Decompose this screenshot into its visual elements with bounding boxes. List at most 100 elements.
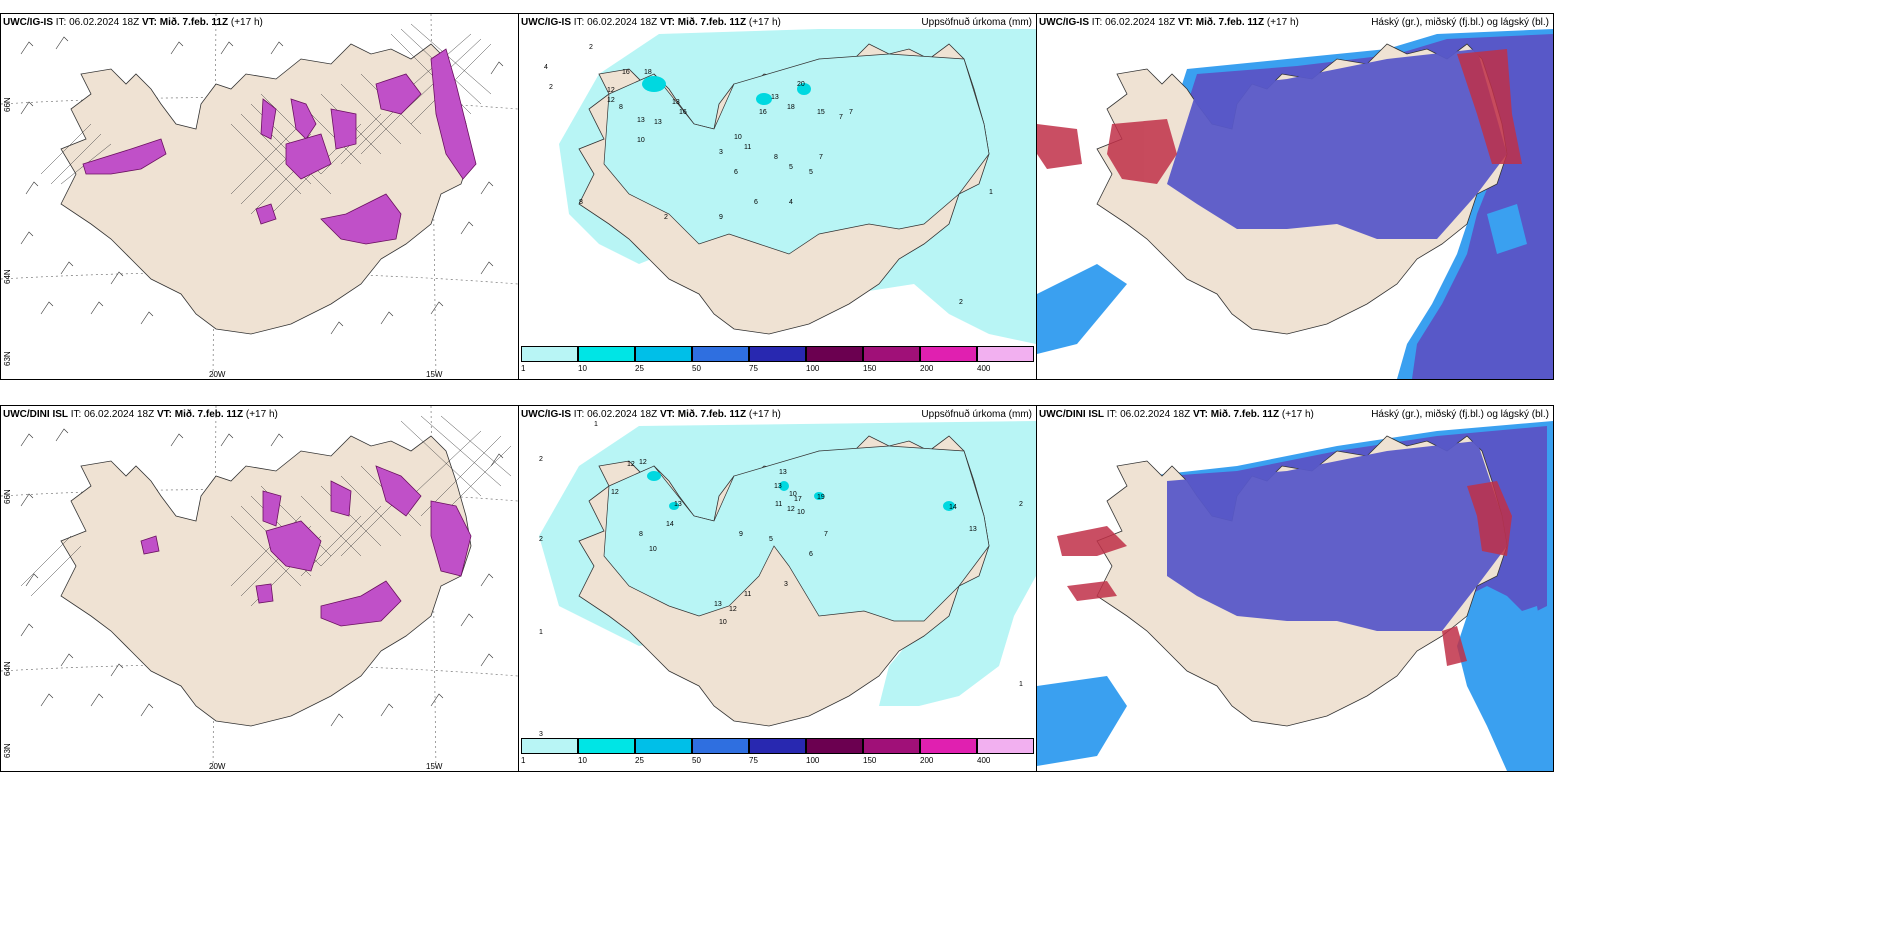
- wind-panel-bottom: UWC/DINI ISL IT: 06.02.2024 18Z VT: Mið.…: [0, 405, 519, 772]
- svg-text:8: 8: [639, 531, 643, 538]
- svg-text:10: 10: [649, 546, 657, 553]
- lat-label: 66N: [3, 97, 12, 112]
- high-cloud-over-land: [1167, 49, 1507, 239]
- colorbar-label: 200: [920, 364, 934, 373]
- lon-label: 15W: [426, 762, 443, 771]
- colorbar-swatch: [521, 346, 578, 362]
- precip-heavy: [647, 471, 955, 511]
- panel-title: UWC/DINI ISL IT: 06.02.2024 18Z VT: Mið.…: [3, 409, 278, 420]
- svg-text:8: 8: [579, 199, 583, 206]
- svg-text:8: 8: [774, 154, 778, 161]
- colorbar-swatch: [977, 738, 1034, 754]
- panel-variable-title: Háský (gr.), miðský (fj.bl.) og lágský (…: [1371, 17, 1549, 28]
- svg-text:19: 19: [817, 494, 825, 501]
- model-name: UWC/IG-IS: [3, 17, 53, 28]
- svg-text:12: 12: [607, 87, 615, 94]
- colorbar-label: 75: [749, 756, 758, 765]
- snow-hatch: [40, 23, 492, 225]
- panel-title: UWC/IG-IS IT: 06.02.2024 18Z VT: Mið. 7.…: [521, 17, 781, 28]
- colorbar-label: 50: [692, 756, 701, 765]
- svg-text:13: 13: [714, 601, 722, 608]
- valid-time: Mið. 7.feb. 11Z: [1210, 409, 1280, 420]
- valid-time: Mið. 7.feb. 11Z: [677, 17, 747, 28]
- svg-text:5: 5: [769, 536, 773, 543]
- colorbar-swatch: [578, 738, 635, 754]
- svg-text:4: 4: [544, 64, 548, 71]
- panel-title: UWC/IG-IS IT: 06.02.2024 18Z VT: Mið. 7.…: [3, 17, 263, 28]
- svg-text:6: 6: [754, 199, 758, 206]
- lat-label: 64N: [3, 269, 12, 284]
- colorbar-swatch: [863, 738, 920, 754]
- svg-text:2: 2: [539, 456, 543, 463]
- precip-panel-top: UWC/IG-IS IT: 06.02.2024 18Z VT: Mið. 7.…: [518, 13, 1037, 380]
- svg-text:12: 12: [729, 606, 737, 613]
- svg-text:11: 11: [775, 501, 782, 508]
- svg-text:9: 9: [739, 531, 743, 538]
- wind-barbs: [20, 36, 504, 335]
- colorbar-label: 75: [749, 364, 758, 373]
- svg-text:10: 10: [789, 491, 797, 498]
- svg-text:13: 13: [654, 119, 662, 126]
- wind-barbs: [20, 428, 504, 727]
- colorbar-swatch: [692, 738, 749, 754]
- colorbar-swatch: [806, 346, 863, 362]
- init-time: 06.02.2024 18Z: [69, 17, 140, 28]
- colorbar-swatch: [749, 738, 806, 754]
- colorbar-label: 100: [806, 364, 820, 373]
- lat-label: 63N: [3, 351, 12, 366]
- precip-over-land: [603, 53, 990, 255]
- svg-text:10: 10: [734, 134, 742, 141]
- colorbar-swatch: [806, 738, 863, 754]
- lead-time: (+17 h): [230, 17, 263, 28]
- colorbar-label: 150: [863, 756, 877, 765]
- colorbar-label: 1: [521, 364, 526, 373]
- lead-time: (+17 h): [748, 409, 781, 420]
- svg-text:18: 18: [787, 104, 795, 111]
- precip-panel-bottom: UWC/IG-IS IT: 06.02.2024 18Z VT: Mið. 7.…: [518, 405, 1037, 772]
- svg-text:16: 16: [759, 109, 767, 116]
- wind-panel-top: UWC/IG-IS IT: 06.02.2024 18Z VT: Mið. 7.…: [0, 13, 519, 380]
- svg-text:7: 7: [849, 109, 853, 116]
- svg-text:3: 3: [784, 581, 788, 588]
- panel-variable-title: Háský (gr.), miðský (fj.bl.) og lágský (…: [1371, 409, 1549, 420]
- colorbar-label: 1: [521, 756, 526, 765]
- init-time: 06.02.2024 18Z: [587, 17, 658, 28]
- svg-text:4: 4: [789, 199, 793, 206]
- wind-map: [1, 406, 518, 771]
- snow-areas: [140, 465, 472, 627]
- svg-text:2: 2: [589, 44, 593, 51]
- colorbar: 1 10 25 50 75 100 150 200 400: [521, 738, 1034, 768]
- svg-text:2: 2: [1019, 501, 1023, 508]
- cloud-panel-bottom: UWC/DINI ISL IT: 06.02.2024 18Z VT: Mið.…: [1036, 405, 1554, 772]
- colorbar-swatch: [977, 346, 1034, 362]
- colorbar-swatch: [749, 346, 806, 362]
- precip-over-land: [603, 445, 990, 622]
- svg-text:13: 13: [779, 469, 787, 476]
- colorbar-label: 10: [578, 756, 587, 765]
- cloud-map: [1037, 29, 1553, 379]
- lat-label: 66N: [3, 489, 12, 504]
- svg-text:12: 12: [611, 489, 619, 496]
- svg-text:13: 13: [771, 94, 779, 101]
- svg-text:12: 12: [639, 459, 647, 466]
- svg-text:11: 11: [744, 144, 751, 151]
- svg-text:13: 13: [969, 526, 977, 533]
- init-time: 06.02.2024 18Z: [1105, 17, 1176, 28]
- cloud-map: [1037, 421, 1553, 771]
- svg-text:14: 14: [666, 521, 674, 528]
- model-name: UWC/DINI ISL: [1039, 409, 1104, 420]
- colorbar-swatch: [635, 738, 692, 754]
- svg-text:12: 12: [787, 506, 795, 513]
- svg-text:2: 2: [959, 299, 963, 306]
- svg-text:13: 13: [637, 117, 645, 124]
- panel-title: UWC/IG-IS IT: 06.02.2024 18Z VT: Mið. 7.…: [1039, 17, 1299, 28]
- low-cloud-patches: [1037, 204, 1527, 354]
- svg-text:7: 7: [839, 114, 843, 121]
- colorbar-label: 100: [806, 756, 820, 765]
- model-name: UWC/DINI ISL: [3, 409, 68, 420]
- colorbar-label: 400: [977, 364, 991, 373]
- colorbar-swatch: [920, 346, 977, 362]
